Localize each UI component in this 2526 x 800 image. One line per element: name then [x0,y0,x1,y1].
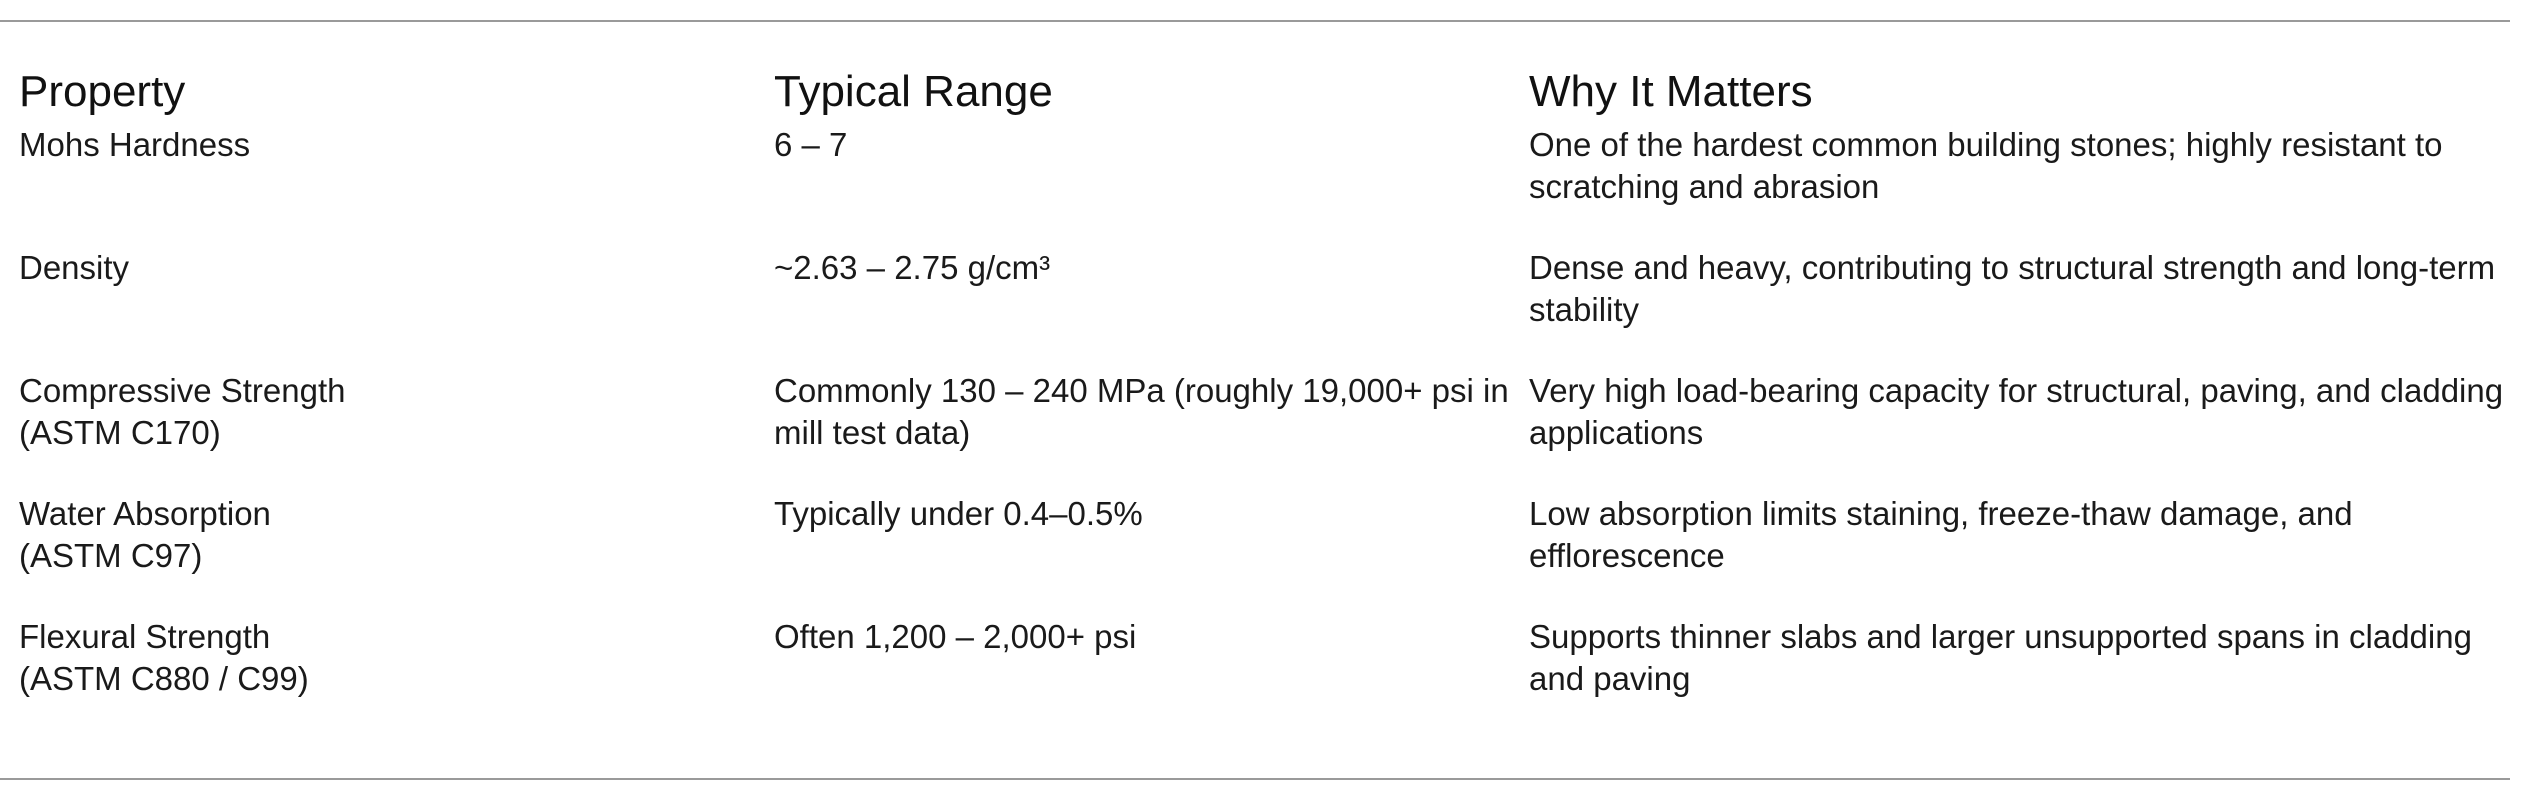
table-row: Mohs Hardness 6 – 7 One of the hardest c… [19,124,2509,247]
property-name: Mohs Hardness [19,126,251,163]
range-cell: ~2.63 – 2.75 g/cm³ [774,249,1051,286]
property-standard: (ASTM C170) [19,414,221,451]
bottom-divider [0,778,2510,780]
table-header-row: Property Typical Range Why It Matters [19,62,2509,124]
why-cell: Supports thinner slabs and larger unsupp… [1529,618,2472,697]
property-name: Flexural Strength [19,618,271,655]
header-property: Property [19,67,186,116]
property-cell: Compressive Strength (ASTM C170) [19,370,774,493]
range-cell: Commonly 130 – 240 MPa (roughly 19,000+ … [774,372,1509,451]
property-standard: (ASTM C880 / C99) [19,660,309,697]
property-name: Density [19,249,130,286]
top-divider [0,20,2510,22]
property-cell: Water Absorption (ASTM C97) [19,493,774,616]
property-name: Water Absorption [19,495,271,532]
property-name: Compressive Strength [19,372,346,409]
property-cell: Flexural Strength (ASTM C880 / C99) [19,616,774,739]
property-cell: Mohs Hardness [19,124,774,247]
header-why-it-matters: Why It Matters [1529,67,1813,116]
property-standard: (ASTM C97) [19,537,203,574]
why-cell: One of the hardest common building stone… [1529,126,2443,205]
table-row: Water Absorption (ASTM C97) Typically un… [19,493,2509,616]
header-typical-range: Typical Range [774,67,1053,116]
why-cell: Low absorption limits staining, freeze-t… [1529,495,2353,574]
range-cell: Typically under 0.4–0.5% [774,495,1143,532]
why-cell: Very high load-bearing capacity for stru… [1529,372,2504,451]
range-cell: Often 1,200 – 2,000+ psi [774,618,1137,655]
table-row: Flexural Strength (ASTM C880 / C99) Ofte… [19,616,2509,739]
table-row: Density ~2.63 – 2.75 g/cm³ Dense and hea… [19,247,2509,370]
property-cell: Density [19,247,774,370]
why-cell: Dense and heavy, contributing to structu… [1529,249,2496,328]
range-cell: 6 – 7 [774,126,848,163]
table-row: Compressive Strength (ASTM C170) Commonl… [19,370,2509,493]
properties-table: Property Typical Range Why It Matters Mo… [19,62,2509,739]
